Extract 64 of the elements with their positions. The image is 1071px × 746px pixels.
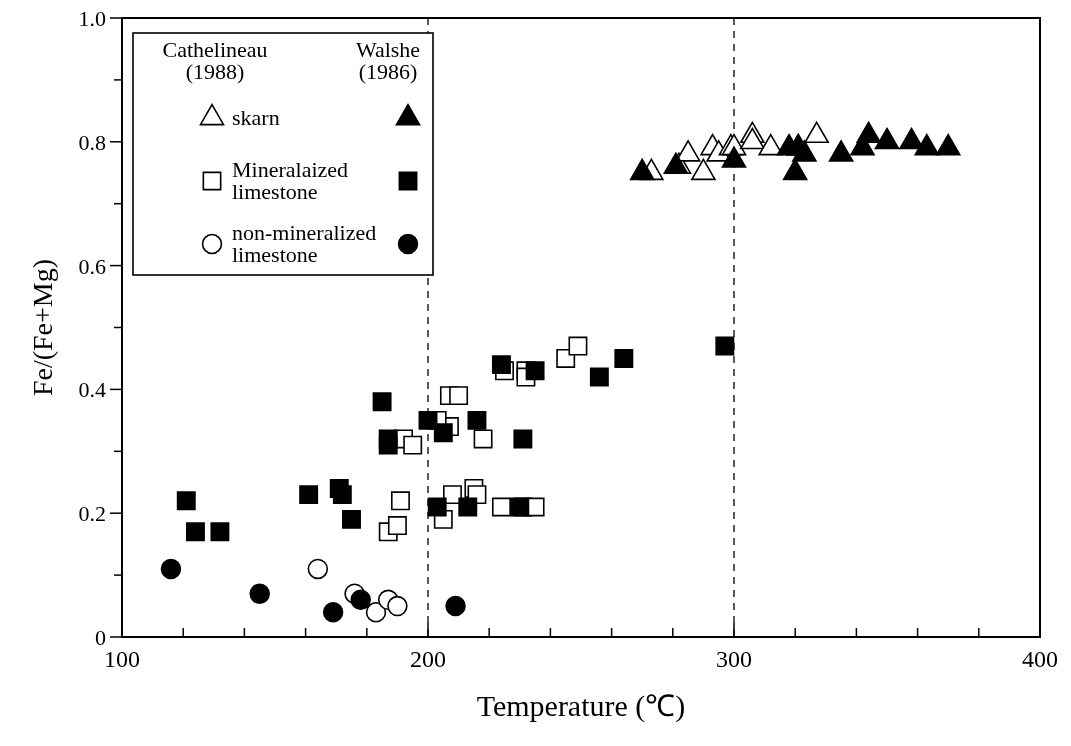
point <box>614 348 634 368</box>
point <box>525 361 545 381</box>
legend-label: non-mineralized limestone <box>232 220 377 267</box>
annotation: Cathelineau (1988) <box>162 37 268 84</box>
point <box>828 140 854 162</box>
point <box>307 558 329 580</box>
point <box>691 158 716 181</box>
x-tick-label: 100 <box>104 646 140 672</box>
point <box>391 491 410 511</box>
x-tick-label: 300 <box>716 646 752 672</box>
point <box>874 127 900 150</box>
point <box>568 336 588 356</box>
annotation: Walshe (1986) <box>355 37 421 84</box>
point <box>427 497 447 517</box>
point <box>721 146 747 168</box>
x-tick-label: 200 <box>410 646 446 672</box>
point <box>299 485 319 505</box>
point <box>403 435 423 455</box>
legend-label: skarn <box>232 105 280 130</box>
y-tick-label: 0 <box>95 625 106 650</box>
point <box>160 558 182 580</box>
point <box>365 602 387 623</box>
point <box>445 595 466 617</box>
y-tick-label: 1.0 <box>78 6 106 31</box>
x-tick-label: 400 <box>1022 646 1058 672</box>
point <box>372 392 392 412</box>
point <box>715 336 735 356</box>
y-tick-label: 0.2 <box>78 501 106 527</box>
point <box>467 410 487 430</box>
point <box>589 367 609 387</box>
point <box>249 583 270 604</box>
point <box>210 522 230 542</box>
point <box>491 497 511 517</box>
point <box>387 516 407 536</box>
point <box>185 522 205 542</box>
point <box>350 589 371 611</box>
point <box>458 497 478 517</box>
point <box>332 485 352 505</box>
point <box>176 491 196 511</box>
point <box>491 355 511 375</box>
point <box>378 435 398 455</box>
point <box>856 121 881 144</box>
x-axis-title: Temperature (℃) <box>476 689 686 723</box>
point <box>322 602 344 623</box>
point <box>740 127 765 150</box>
point <box>935 133 961 156</box>
point <box>418 410 438 430</box>
point <box>792 140 817 162</box>
point <box>342 509 361 529</box>
point <box>513 429 533 449</box>
y-axis-title: Fe/(Fe+Mg) <box>27 258 58 397</box>
point <box>914 133 940 156</box>
point <box>433 423 453 443</box>
point <box>782 158 808 181</box>
point <box>804 121 829 144</box>
point <box>387 595 408 617</box>
point <box>473 429 493 449</box>
point <box>629 158 655 181</box>
y-tick-label: 0.8 <box>78 129 106 155</box>
y-tick-label: 0.6 <box>78 253 106 279</box>
legend-label: Mineralaized limestone <box>232 157 349 204</box>
y-tick-label: 0.4 <box>78 377 106 403</box>
point <box>449 386 469 406</box>
point <box>899 127 924 150</box>
